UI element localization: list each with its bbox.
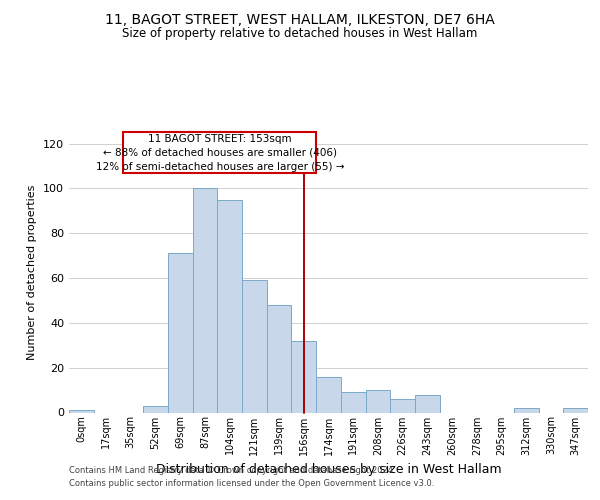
Text: 11, BAGOT STREET, WEST HALLAM, ILKESTON, DE7 6HA: 11, BAGOT STREET, WEST HALLAM, ILKESTON,… <box>105 12 495 26</box>
Y-axis label: Number of detached properties: Number of detached properties <box>28 185 37 360</box>
Bar <box>193 188 217 412</box>
Text: Size of property relative to detached houses in West Hallam: Size of property relative to detached ho… <box>122 28 478 40</box>
Bar <box>292 341 316 412</box>
Bar <box>365 390 390 412</box>
Bar <box>143 406 168 412</box>
Bar <box>341 392 365 412</box>
FancyBboxPatch shape <box>124 132 316 173</box>
Bar <box>242 280 267 412</box>
Bar <box>390 399 415 412</box>
Bar <box>69 410 94 412</box>
Bar <box>316 376 341 412</box>
Text: 11 BAGOT STREET: 153sqm
← 88% of detached houses are smaller (406)
12% of semi-d: 11 BAGOT STREET: 153sqm ← 88% of detache… <box>95 134 344 172</box>
Bar <box>267 305 292 412</box>
Bar <box>168 254 193 412</box>
Bar <box>514 408 539 412</box>
Text: Contains HM Land Registry data © Crown copyright and database right 2024.
Contai: Contains HM Land Registry data © Crown c… <box>69 466 434 487</box>
X-axis label: Distribution of detached houses by size in West Hallam: Distribution of detached houses by size … <box>155 463 502 476</box>
Bar <box>415 394 440 412</box>
Bar <box>563 408 588 412</box>
Bar <box>217 200 242 412</box>
